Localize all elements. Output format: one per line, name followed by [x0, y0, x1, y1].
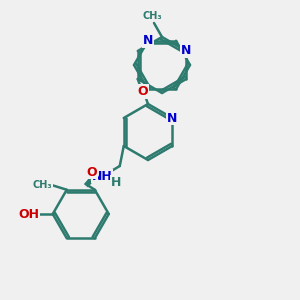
Text: OH: OH — [18, 208, 39, 220]
Text: CH₃: CH₃ — [142, 11, 162, 21]
Text: O: O — [138, 85, 148, 98]
Text: NH: NH — [92, 169, 112, 182]
Text: N: N — [167, 112, 177, 124]
Text: CH₃: CH₃ — [33, 180, 52, 190]
Text: H: H — [111, 176, 121, 188]
Text: N: N — [143, 34, 153, 47]
Text: N: N — [181, 44, 191, 58]
Text: O: O — [86, 166, 97, 178]
